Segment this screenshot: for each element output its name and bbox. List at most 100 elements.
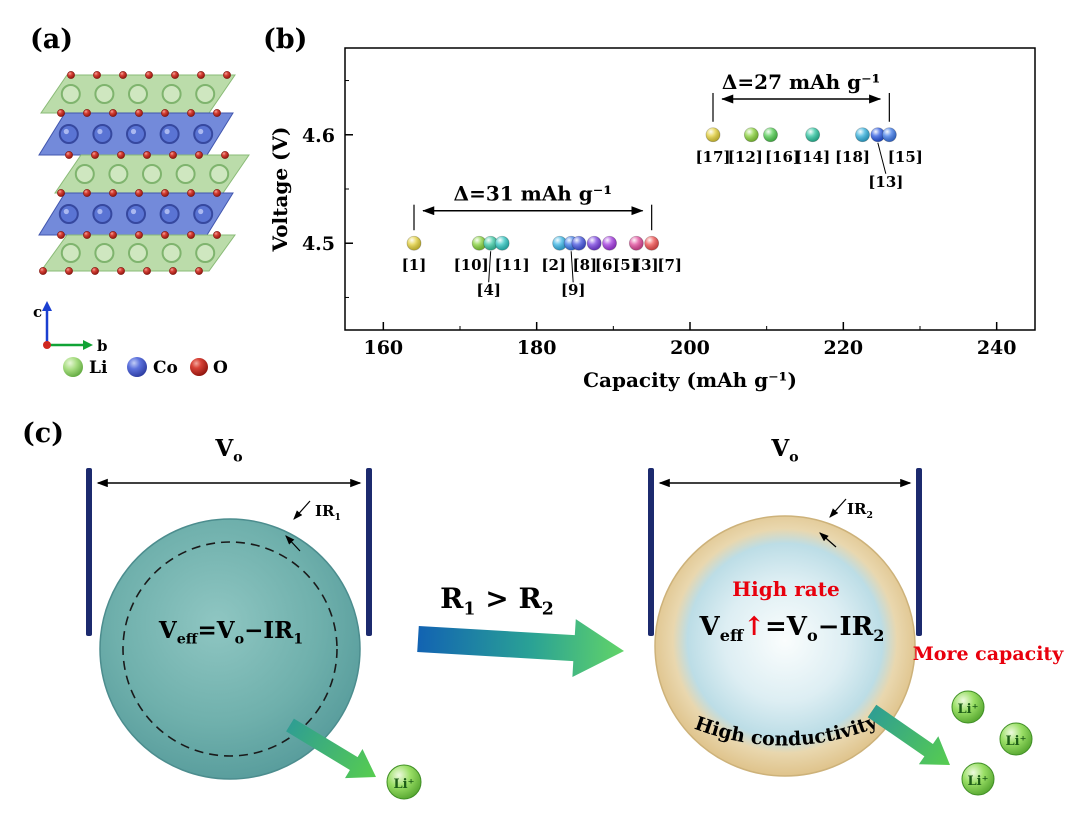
li-site bbox=[195, 84, 216, 104]
oxygen-atom bbox=[135, 109, 143, 117]
oxygen-atom bbox=[39, 267, 47, 275]
point-ref-label: [7] bbox=[657, 256, 682, 274]
oxygen-atom bbox=[57, 189, 65, 197]
ir1-pointer-arrow bbox=[293, 500, 311, 520]
oxygen-atom bbox=[57, 231, 65, 239]
oxygen-atom bbox=[195, 151, 203, 159]
li-ion: Li⁺ bbox=[999, 722, 1033, 756]
oxygen-atom bbox=[213, 231, 221, 239]
oxygen-atom bbox=[187, 231, 195, 239]
v0-main: V bbox=[771, 435, 790, 462]
oxygen-atom bbox=[223, 71, 231, 79]
chart-point-shine bbox=[644, 236, 659, 251]
veff-formula-left: Veff=Vo−IR1 bbox=[158, 617, 304, 648]
layered-structure bbox=[38, 71, 250, 275]
co-site bbox=[159, 124, 180, 144]
oxygen-atom bbox=[213, 189, 221, 197]
chart-point-shine bbox=[805, 127, 820, 142]
chart-point-shine bbox=[763, 127, 778, 142]
chart-point-shine bbox=[552, 236, 567, 251]
electrode-bar bbox=[366, 468, 372, 636]
co-site bbox=[126, 204, 146, 224]
crystal-axes: c b bbox=[33, 301, 108, 355]
chart-point-shine bbox=[483, 236, 498, 251]
v0-sub: o bbox=[789, 449, 799, 466]
ir1-label: IR1 bbox=[315, 502, 341, 524]
ir-main: IR bbox=[315, 502, 335, 520]
electrode-bar bbox=[648, 468, 654, 636]
chart-point-shine bbox=[602, 236, 617, 251]
oxygen-atom bbox=[57, 109, 65, 117]
oxygen-atom bbox=[213, 109, 221, 117]
oxygen-atom bbox=[117, 151, 125, 159]
oxygen-atom bbox=[117, 267, 125, 275]
li-layer bbox=[54, 154, 250, 194]
x-axis-label: Capacity (mAh g⁻¹) bbox=[583, 368, 797, 392]
chart-annotations: Δ=31 mAh g⁻¹ Δ=27 mAh g⁻¹ bbox=[413, 70, 890, 231]
x-tick-label: 200 bbox=[670, 337, 710, 359]
high-rate-label: High rate bbox=[732, 577, 840, 601]
up-arrow-icon: ↑ bbox=[743, 612, 765, 642]
delta-annotation: Δ=27 mAh g⁻¹ bbox=[722, 70, 881, 94]
v0-label-left: Vo bbox=[215, 435, 243, 466]
oxygen-atom bbox=[65, 151, 73, 159]
oxygen-atom bbox=[195, 267, 203, 275]
li-ion-sphere bbox=[961, 762, 995, 796]
point-ref-label: [1] bbox=[402, 256, 427, 274]
effective-voltage-boundary bbox=[122, 541, 338, 757]
label-connector bbox=[877, 142, 887, 174]
oxygen-atom bbox=[83, 189, 91, 197]
chart-point-shine bbox=[882, 127, 897, 142]
li-ion-sphere bbox=[951, 690, 985, 724]
co-site bbox=[92, 124, 113, 144]
delta-annotation: Δ=31 mAh g⁻¹ bbox=[454, 182, 613, 206]
electrode-bar bbox=[916, 468, 922, 636]
a-axis-origin-dot bbox=[43, 341, 51, 349]
oxygen-atom bbox=[197, 71, 205, 79]
chart-point-shine bbox=[495, 236, 510, 251]
co-site-shine bbox=[164, 128, 170, 135]
v0-sub: o bbox=[233, 449, 243, 466]
panel-a-label: (a) bbox=[30, 24, 74, 55]
point-ref-label: [5] bbox=[613, 256, 638, 274]
co-site bbox=[92, 204, 113, 224]
co-site bbox=[159, 204, 180, 224]
b-axis-arrowhead bbox=[83, 340, 93, 350]
ir-main: IR bbox=[847, 500, 867, 518]
li-site bbox=[195, 243, 216, 263]
li-ion-label: Li⁺ bbox=[968, 774, 989, 789]
oxygen-atom bbox=[161, 189, 169, 197]
oxygen-atom bbox=[91, 151, 99, 159]
oxygen-atom bbox=[187, 109, 195, 117]
resistance-relation: R1 > R2 bbox=[440, 582, 554, 620]
point-ref-label: [2] bbox=[541, 256, 566, 274]
axis-b-label: b bbox=[97, 337, 108, 355]
oxygen-atom bbox=[83, 231, 91, 239]
oxygen-atom bbox=[187, 189, 195, 197]
oxygen-atom bbox=[65, 267, 73, 275]
x-tick-label: 240 bbox=[977, 337, 1017, 359]
point-ref-label: [9] bbox=[561, 281, 586, 299]
oxygen-atom bbox=[145, 71, 153, 79]
point-ref-label: [11] bbox=[495, 256, 530, 274]
ir2-label: IR2 bbox=[847, 500, 873, 522]
li-ion: Li⁺ bbox=[386, 764, 422, 800]
li-atom-icon bbox=[63, 357, 83, 377]
co-site-shine bbox=[198, 128, 204, 135]
oxygen-atom bbox=[161, 231, 169, 239]
oxygen-atom bbox=[143, 151, 151, 159]
li-ion: Li⁺ bbox=[951, 690, 985, 724]
panel-c-label: (c) bbox=[22, 418, 64, 449]
li-site bbox=[60, 243, 81, 263]
chart-point-shine bbox=[870, 127, 885, 142]
point-ref-label: [3] bbox=[634, 256, 659, 274]
point-ref-label: [16] bbox=[765, 148, 800, 166]
co-site bbox=[193, 124, 214, 144]
oxygen-atom bbox=[109, 109, 117, 117]
point-ref-label: [18] bbox=[835, 148, 870, 166]
point-ref-label: [17] bbox=[695, 148, 730, 166]
chart-point-shine bbox=[587, 236, 602, 251]
coated-particle-body bbox=[654, 515, 916, 777]
li-ion-sphere bbox=[386, 764, 422, 800]
li-site bbox=[60, 84, 81, 104]
